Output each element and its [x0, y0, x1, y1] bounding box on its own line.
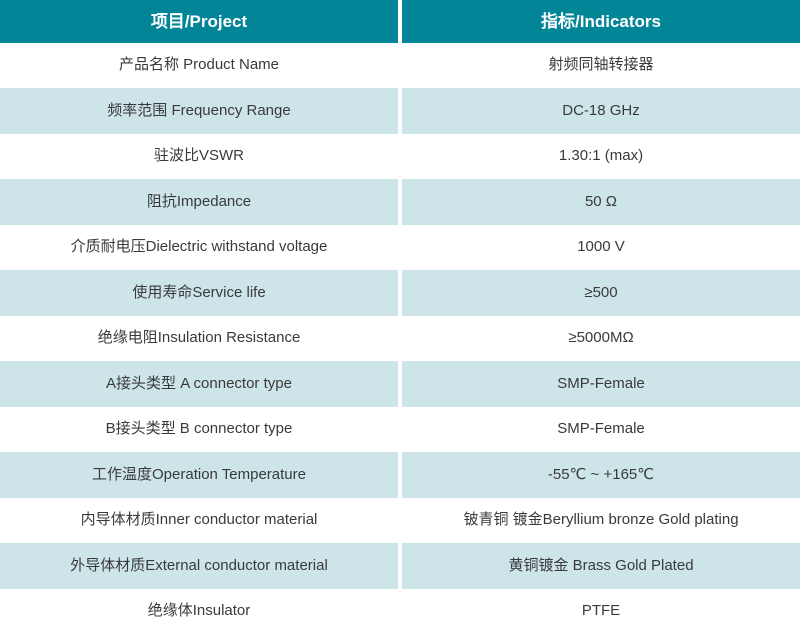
- project-cell: 介质耐电压Dielectric withstand voltage: [0, 224, 398, 271]
- header-cell-indicators: 指标/Indicators: [402, 0, 800, 43]
- indicator-cell: SMP-Female: [402, 406, 800, 453]
- indicator-cell: 铍青铜 镀金Beryllium bronze Gold plating: [402, 497, 800, 544]
- project-cell: A接头类型 A connector type: [0, 361, 398, 407]
- indicator-cell: 黄铜镀金 Brass Gold Plated: [402, 543, 800, 589]
- table-row: 内导体材质Inner conductor material 铍青铜 镀金Beryl…: [0, 497, 800, 544]
- indicator-cell: ≥5000MΩ: [402, 315, 800, 362]
- indicator-cell: 射频同轴转接器: [402, 43, 800, 89]
- table-row: 工作温度Operation Temperature -55℃ ~ +165℃: [0, 452, 800, 498]
- table-row: 介质耐电压Dielectric withstand voltage 1000 V: [0, 224, 800, 271]
- header-cell-project: 项目/Project: [0, 0, 398, 43]
- indicator-cell: ≥500: [402, 270, 800, 316]
- project-cell: B接头类型 B connector type: [0, 406, 398, 453]
- table-row: 绝缘体Insulator PTFE: [0, 588, 800, 634]
- table-row: 绝缘电阻Insulation Resistance ≥5000MΩ: [0, 315, 800, 362]
- indicator-cell: DC-18 GHz: [402, 88, 800, 134]
- table-row: A接头类型 A connector type SMP-Female: [0, 361, 800, 407]
- project-cell: 使用寿命Service life: [0, 270, 398, 316]
- table-row: 频率范围 Frequency Range DC-18 GHz: [0, 88, 800, 134]
- table-row: B接头类型 B connector type SMP-Female: [0, 406, 800, 453]
- project-cell: 产品名称 Product Name: [0, 43, 398, 89]
- indicator-cell: 50 Ω: [402, 179, 800, 225]
- project-cell: 绝缘体Insulator: [0, 588, 398, 634]
- indicator-cell: SMP-Female: [402, 361, 800, 407]
- indicator-cell: 1000 V: [402, 224, 800, 271]
- table-row: 阻抗Impedance 50 Ω: [0, 179, 800, 225]
- project-cell: 驻波比VSWR: [0, 133, 398, 180]
- table-row: 外导体材质External conductor material 黄铜镀金 Bra…: [0, 543, 800, 589]
- table-header-row: 项目/Project 指标/Indicators: [0, 0, 800, 43]
- project-cell: 频率范围 Frequency Range: [0, 88, 398, 134]
- indicator-cell: 1.30:1 (max): [402, 133, 800, 180]
- project-cell: 阻抗Impedance: [0, 179, 398, 225]
- indicator-cell: -55℃ ~ +165℃: [402, 452, 800, 498]
- indicator-cell: PTFE: [402, 588, 800, 634]
- table-row: 产品名称 Product Name 射频同轴转接器: [0, 43, 800, 89]
- project-cell: 内导体材质Inner conductor material: [0, 497, 398, 544]
- project-cell: 外导体材质External conductor material: [0, 543, 398, 589]
- table-row: 使用寿命Service life ≥500: [0, 270, 800, 316]
- project-cell: 工作温度Operation Temperature: [0, 452, 398, 498]
- project-cell: 绝缘电阻Insulation Resistance: [0, 315, 398, 362]
- table-row: 驻波比VSWR 1.30:1 (max): [0, 133, 800, 180]
